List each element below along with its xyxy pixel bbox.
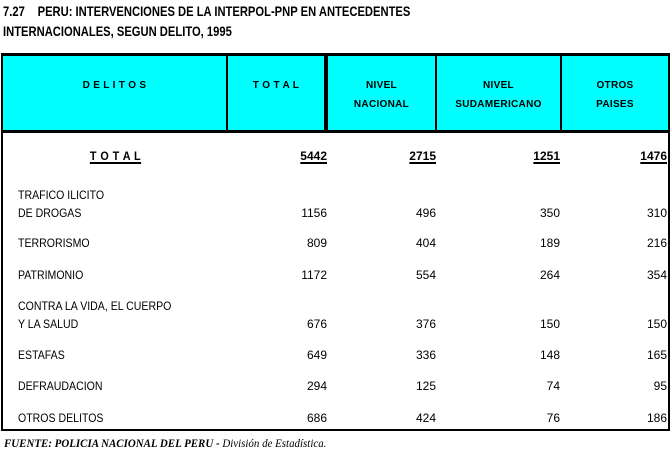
- table-row: CONTRA LA VIDA, EL CUERPO Y LA SALUD 676…: [3, 297, 668, 333]
- table-row: PATRIMONIO 1172 554 264 354: [3, 266, 668, 284]
- table-row: TRAFICO ILICITO DE DROGAS 1156 496 350 3…: [3, 186, 668, 222]
- cell-nacional: 404: [415, 236, 436, 250]
- cell-otros: 354: [646, 268, 667, 282]
- cell-otros: 95: [653, 379, 667, 393]
- source-note-main: FUENTE: POLICIA NACIONAL DEL PERU -: [4, 438, 223, 450]
- source-note-detail: División de Estadística.: [222, 438, 327, 450]
- row-label: CONTRA LA VIDA, EL CUERPO: [18, 299, 172, 313]
- cell-nacional: 424: [415, 411, 436, 425]
- row-label: PATRIMONIO: [18, 268, 84, 282]
- cell-otros: 310: [646, 206, 667, 220]
- row-label: DEFRAUDACION: [18, 379, 103, 393]
- row-label: TERRORISMO: [18, 236, 90, 250]
- cell-nacional: 2715: [409, 149, 436, 163]
- cell-otros: 216: [646, 236, 667, 250]
- cell-sudamericano: 189: [539, 236, 560, 250]
- row-label: TRAFICO ILICITO: [18, 188, 105, 202]
- cell-sudamericano: 74: [546, 379, 560, 393]
- cell-otros: 1476: [640, 149, 667, 163]
- table-row: TERRORISMO 809 404 189 216: [3, 234, 668, 252]
- cell-nacional: 496: [415, 206, 436, 220]
- cell-sudamericano: 76: [546, 411, 560, 425]
- cell-sudamericano: 350: [539, 206, 560, 220]
- title-line2: INTERNACIONALES, SEGUN DELITO, 1995: [3, 23, 232, 39]
- row-label-line2: DE DROGAS: [18, 206, 82, 220]
- page-title: 7.27 PERU: INTERVENCIONES DE LA INTERPOL-…: [3, 1, 410, 41]
- row-label: OTROS DELITOS: [18, 411, 104, 425]
- header-nivel-nacional: NIVEL NACIONAL: [328, 56, 437, 130]
- table-header-row: D E L I T O S T O T A L NIVEL NACIONAL N…: [3, 56, 668, 133]
- cell-total: 1156: [301, 206, 327, 220]
- header-total: T O T A L: [228, 56, 328, 130]
- header-delitos: D E L I T O S: [3, 56, 228, 130]
- source-note: FUENTE: POLICIA NACIONAL DEL PERU - Divi…: [4, 438, 326, 450]
- cell-total: 1172: [301, 268, 327, 282]
- cell-nacional: 376: [415, 317, 436, 331]
- table-row: DEFRAUDACION 294 125 74 95: [3, 377, 668, 395]
- cell-sudamericano: 264: [539, 268, 560, 282]
- title-line1: 7.27 PERU: INTERVENCIONES DE LA INTERPOL-…: [3, 1, 410, 21]
- table-row: ESTAFAS 649 336 148 165: [3, 346, 668, 364]
- row-label-line2: Y LA SALUD: [18, 317, 79, 331]
- title-text: PERU: INTERVENCIONES DE LA INTERPOL-PNP …: [37, 3, 411, 19]
- cell-sudamericano: 1251: [533, 149, 560, 163]
- cell-otros: 165: [646, 348, 667, 362]
- cell-total: 649: [306, 348, 327, 362]
- cell-sudamericano: 148: [539, 348, 560, 362]
- cell-nacional: 336: [415, 348, 436, 362]
- cell-otros: 186: [646, 411, 667, 425]
- table-number: 7.27: [3, 3, 25, 19]
- row-label: ESTAFAS: [18, 348, 65, 362]
- cell-nacional: 554: [415, 268, 436, 282]
- cell-total: 5442: [300, 149, 327, 163]
- cell-total: 686: [306, 411, 327, 425]
- cell-nacional: 125: [415, 379, 436, 393]
- header-nivel-sudamericano: NIVEL SUDAMERICANO: [437, 56, 562, 130]
- table-row-total: T O T A L 5442 2715 1251 1476: [3, 147, 668, 165]
- cell-total: 676: [306, 317, 327, 331]
- header-otros-paises: OTROS PAISES: [596, 80, 634, 110]
- cell-total: 294: [306, 379, 327, 393]
- data-table: D E L I T O S T O T A L NIVEL NACIONAL N…: [1, 53, 670, 431]
- cell-otros: 150: [646, 317, 667, 331]
- row-label: T O T A L: [89, 149, 142, 163]
- table-body: T O T A L 5442 2715 1251 1476 TRAFICO IL…: [3, 147, 668, 427]
- table-row: OTROS DELITOS 686 424 76 186: [3, 409, 668, 427]
- cell-sudamericano: 150: [539, 317, 560, 331]
- cell-total: 809: [306, 236, 327, 250]
